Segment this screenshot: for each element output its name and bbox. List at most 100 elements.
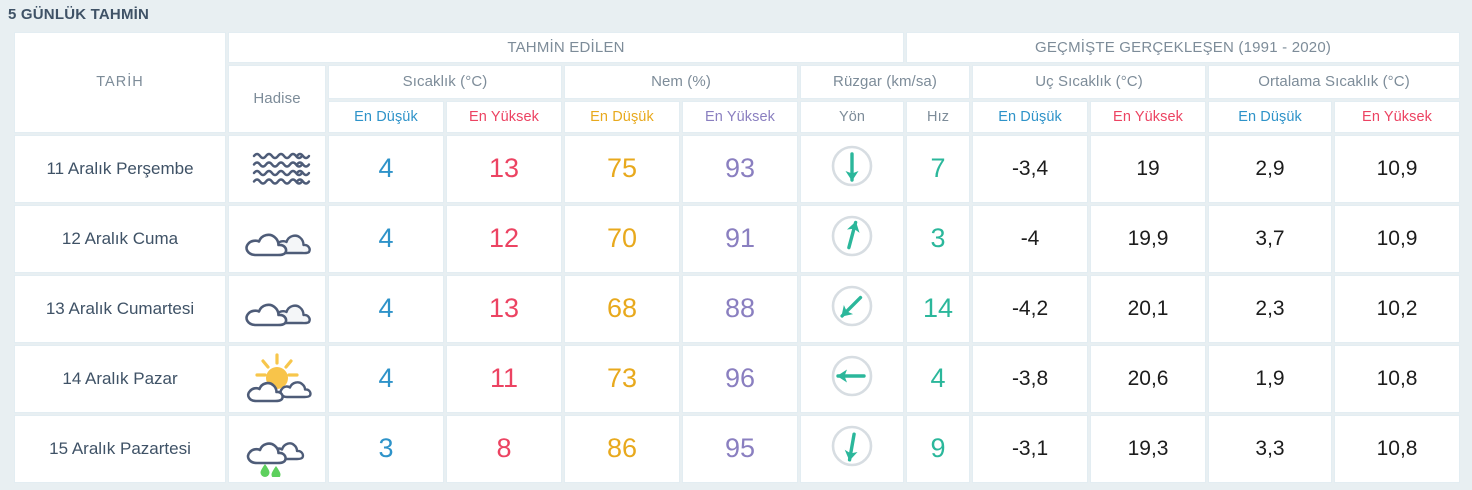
- header-extreme-max: En Yüksek: [1090, 100, 1207, 133]
- hist-avg-max-value: 10,8: [1334, 414, 1461, 483]
- fog-icon: [229, 141, 325, 197]
- header-subgroup-row: Hadise Sıcaklık (°C) Nem (%) Rüzgar (km/…: [14, 64, 1461, 133]
- wind-direction-arrow-icon: [826, 425, 878, 476]
- header-wind-direction: Yön: [800, 100, 905, 133]
- header-sub-average-temp: Ortalama Sıcaklık (°C): [1208, 64, 1461, 99]
- humidity-min-value: 68: [564, 274, 680, 343]
- hist-avg-min-value: 2,3: [1208, 274, 1333, 343]
- temp-min-value: 3: [328, 414, 444, 483]
- header-extreme-min: En Düşük: [972, 100, 1089, 133]
- wind-direction-arrow-icon: [826, 285, 878, 336]
- temp-max-value: 13: [446, 274, 562, 343]
- header-temp-min: En Düşük: [328, 100, 444, 133]
- header-wind-speed: Hız: [906, 100, 971, 133]
- humidity-min-value: 73: [564, 344, 680, 413]
- header-hum-max: En Yüksek: [682, 100, 798, 133]
- table-row[interactable]: 11 Aralık Perşembe 4 13 75 93 7 -3,4 19 2,9 10,9: [14, 134, 1461, 203]
- wind-speed-value: 9: [906, 414, 971, 483]
- temp-max-value: 12: [446, 204, 562, 273]
- forecast-table-wrapper: TARİH TAHMİN EDİLEN GEÇMİŞTE GERÇEKLEŞEN…: [12, 29, 1463, 485]
- header-sub-humidity: Nem (%): [564, 64, 798, 99]
- header-sub-wind: Rüzgar (km/sa): [800, 64, 971, 99]
- wind-direction-cell: [800, 414, 905, 483]
- wind-speed-value: 3: [906, 204, 971, 273]
- humidity-min-value: 86: [564, 414, 680, 483]
- temp-min-value: 4: [328, 204, 444, 273]
- wind-speed-value: 7: [906, 134, 971, 203]
- row-date: 15 Aralık Pazartesi: [14, 414, 226, 483]
- wind-direction-cell: [800, 134, 905, 203]
- hist-extreme-max-value: 19,9: [1090, 204, 1207, 273]
- temp-min-value: 4: [328, 344, 444, 413]
- page-title: 5 GÜNLÜK TAHMİN: [8, 6, 150, 23]
- hist-extreme-max-value: 20,1: [1090, 274, 1207, 343]
- weather-icon-cell: [228, 344, 326, 413]
- hist-extreme-min-value: -3,1: [972, 414, 1089, 483]
- table-row[interactable]: 14 Aralık Pazar 4 11 73 96 4 -3,8 20,6 1,9 10,8: [14, 344, 1461, 413]
- humidity-max-value: 91: [682, 204, 798, 273]
- wind-direction-cell: [800, 344, 905, 413]
- header-sub-extreme-temp: Uç Sıcaklık (°C): [972, 64, 1207, 99]
- temp-min-value: 4: [328, 274, 444, 343]
- wind-direction-cell: [800, 274, 905, 343]
- wind-speed-value: 14: [906, 274, 971, 343]
- header-group-forecast: TAHMİN EDİLEN: [228, 31, 905, 63]
- temp-max-value: 13: [446, 134, 562, 203]
- weather-icon-cell: [228, 414, 326, 483]
- wind-speed-value: 4: [906, 344, 971, 413]
- table-body: 11 Aralık Perşembe 4 13 75 93 7 -3,4 19 2,9 10,9 1…: [14, 134, 1461, 483]
- weather-icon-cell: [228, 274, 326, 343]
- hist-avg-min-value: 3,7: [1208, 204, 1333, 273]
- hist-avg-max-value: 10,8: [1334, 344, 1461, 413]
- hist-extreme-min-value: -4,2: [972, 274, 1089, 343]
- hist-extreme-max-value: 20,6: [1090, 344, 1207, 413]
- humidity-max-value: 93: [682, 134, 798, 203]
- header-avg-max: En Yüksek: [1334, 100, 1461, 133]
- hist-avg-min-value: 2,9: [1208, 134, 1333, 203]
- wind-direction-arrow-icon: [826, 145, 878, 196]
- hist-extreme-min-value: -3,8: [972, 344, 1089, 413]
- header-hadise: Hadise: [228, 64, 326, 133]
- row-date: 12 Aralık Cuma: [14, 204, 226, 273]
- humidity-max-value: 96: [682, 344, 798, 413]
- hist-avg-min-value: 1,9: [1208, 344, 1333, 413]
- table-header: TARİH TAHMİN EDİLEN GEÇMİŞTE GERÇEKLEŞEN…: [14, 31, 1461, 133]
- humidity-max-value: 88: [682, 274, 798, 343]
- hist-avg-min-value: 3,3: [1208, 414, 1333, 483]
- temp-max-value: 8: [446, 414, 562, 483]
- five-day-forecast-table: TARİH TAHMİN EDİLEN GEÇMİŞTE GERÇEKLEŞEN…: [12, 29, 1463, 485]
- wind-direction-cell: [800, 204, 905, 273]
- row-date: 13 Aralık Cumartesi: [14, 274, 226, 343]
- table-row[interactable]: 12 Aralık Cuma 4 12 70 91 3 -4 19,9 3,7 10,9: [14, 204, 1461, 273]
- wind-direction-arrow-icon: [826, 215, 878, 266]
- hist-avg-max-value: 10,9: [1334, 204, 1461, 273]
- cloudy-icon: [229, 211, 325, 267]
- temp-min-value: 4: [328, 134, 444, 203]
- header-avg-min: En Düşük: [1208, 100, 1333, 133]
- hist-extreme-min-value: -4: [972, 204, 1089, 273]
- header-group-row: TARİH TAHMİN EDİLEN GEÇMİŞTE GERÇEKLEŞEN…: [14, 31, 1461, 133]
- header-group-historical: GEÇMİŞTE GERÇEKLEŞEN (1991 - 2020): [906, 31, 1461, 63]
- humidity-min-value: 70: [564, 204, 680, 273]
- row-date: 14 Aralık Pazar: [14, 344, 226, 413]
- cloudy-icon: [229, 281, 325, 337]
- header-tarih: TARİH: [14, 31, 226, 133]
- header-sub-temperature: Sıcaklık (°C): [328, 64, 562, 99]
- hist-avg-max-value: 10,9: [1334, 134, 1461, 203]
- hist-extreme-min-value: -3,4: [972, 134, 1089, 203]
- partly-sunny-icon: [229, 351, 325, 407]
- header-temp-max: En Yüksek: [446, 100, 562, 133]
- hist-avg-max-value: 10,2: [1334, 274, 1461, 343]
- table-row[interactable]: 15 Aralık Pazartesi 3 8 86 95 9 -3,1 19,3 3,3 10,…: [14, 414, 1461, 483]
- temp-max-value: 11: [446, 344, 562, 413]
- row-date: 11 Aralık Perşembe: [14, 134, 226, 203]
- weather-icon-cell: [228, 204, 326, 273]
- rainy-icon: [229, 421, 325, 477]
- header-hum-min: En Düşük: [564, 100, 680, 133]
- hist-extreme-max-value: 19,3: [1090, 414, 1207, 483]
- humidity-min-value: 75: [564, 134, 680, 203]
- table-row[interactable]: 13 Aralık Cumartesi 4 13 68 88 14 -4,2 20,1 2,3 1…: [14, 274, 1461, 343]
- humidity-max-value: 95: [682, 414, 798, 483]
- wind-direction-arrow-icon: [826, 355, 878, 406]
- hist-extreme-max-value: 19: [1090, 134, 1207, 203]
